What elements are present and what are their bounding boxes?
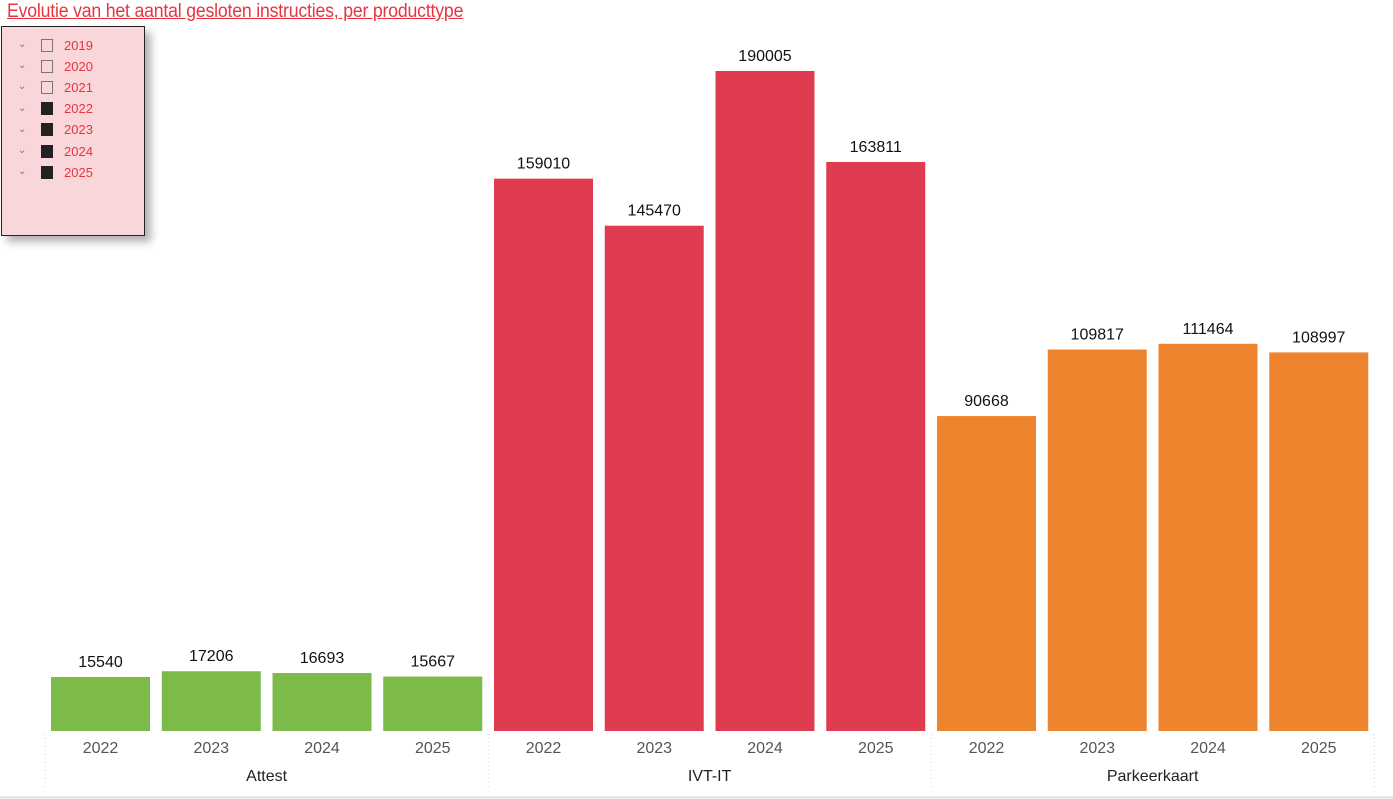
checkbox[interactable] [41,80,53,94]
x-tick-label: 2022 [526,740,562,757]
data-label: 108997 [1292,329,1345,346]
bar-Parkeerkaart-2023[interactable] [1047,349,1147,731]
x-tick-label: 2023 [636,740,672,757]
data-label: 15540 [78,654,123,671]
chevron-down-icon[interactable]: ⌄ [18,102,27,114]
checkbox[interactable] [41,165,53,179]
chevron-down-icon[interactable]: ⌄ [18,145,27,156]
slicer-item-label: 2020 [64,58,93,74]
slicer-item-2025[interactable]: ⌄ 2025 [18,162,93,182]
bar-Parkeerkaart-2025[interactable] [1269,352,1369,731]
bar-Attest-2022[interactable] [51,677,150,731]
bar-IVT-IT-2022[interactable] [494,178,593,731]
x-tick-label: 2025 [1301,740,1337,757]
data-label: 190005 [738,48,791,65]
x-tick-label: 2023 [193,740,229,757]
data-label: 159010 [517,156,570,173]
bar-Attest-2025[interactable] [383,676,483,731]
group-label: IVT-IT [688,768,732,785]
data-label: 17206 [189,648,234,665]
data-label: 145470 [628,203,681,220]
x-tick-label: 2025 [415,740,451,757]
x-tick-label: 2024 [304,740,340,757]
checkbox[interactable] [41,123,53,137]
data-label: 15667 [411,654,456,671]
data-label: 90668 [964,393,1009,410]
slicer-item-label: 2019 [64,37,93,53]
data-label: 109817 [1071,327,1124,344]
group-label: Parkeerkaart [1107,768,1199,785]
data-label: 163811 [850,139,902,156]
slicer-item-2021[interactable]: ⌄ 2021 [18,77,93,97]
x-tick-label: 2022 [83,740,119,757]
bar-IVT-IT-2025[interactable] [826,161,926,731]
chevron-down-icon[interactable]: ⌄ [18,81,27,93]
bar-IVT-IT-2023[interactable] [604,225,704,731]
slicer-item-label: 2023 [64,122,93,138]
x-tick-label: 2025 [858,740,894,757]
chevron-down-icon[interactable]: ⌄ [18,60,27,72]
slicer-item-2019[interactable]: ⌄ 2019 [18,35,93,55]
slicer-item-label: 2021 [64,79,93,95]
checkbox[interactable] [41,144,53,158]
checkbox[interactable] [41,38,53,52]
chevron-down-icon[interactable]: ⌄ [18,39,27,50]
chart-title: Evolutie van het aantal gesloten instruc… [7,1,464,22]
slicer-item-2022[interactable]: ⌄ 2022 [18,99,93,119]
bar-Parkeerkaart-2022[interactable] [937,416,1036,731]
bar-Attest-2024[interactable] [272,673,372,731]
slicer-item-label: 2025 [64,164,93,180]
x-tick-label: 2022 [969,740,1005,757]
bar-Parkeerkaart-2024[interactable] [1158,343,1258,731]
bar-Attest-2023[interactable] [161,671,261,731]
x-tick-label: 2024 [747,740,783,757]
data-label: 111464 [1182,321,1233,338]
year-slicer[interactable]: ⌄ 2019 ⌄ 2020 ⌄ 2021 ⌄ 2022 ⌄ 2023 ⌄ 2024 ⌄ 2025 [1,26,145,236]
checkbox[interactable] [41,59,53,73]
group-label: Attest [246,768,287,785]
slicer-item-2023[interactable]: ⌄ 2023 [18,120,93,140]
slicer-item-2024[interactable]: ⌄ 2024 [18,141,93,161]
slicer-item-label: 2024 [64,143,93,159]
bar-IVT-IT-2024[interactable] [715,71,815,731]
data-label: 16693 [300,650,345,667]
x-tick-label: 2023 [1079,740,1115,757]
slicer-item-2020[interactable]: ⌄ 2020 [18,56,93,76]
x-tick-label: 2024 [1190,740,1226,757]
chevron-down-icon[interactable]: ⌄ [18,166,27,178]
checkbox[interactable] [41,102,53,116]
chevron-down-icon[interactable]: ⌄ [18,123,27,135]
slicer-item-label: 2022 [64,101,93,117]
